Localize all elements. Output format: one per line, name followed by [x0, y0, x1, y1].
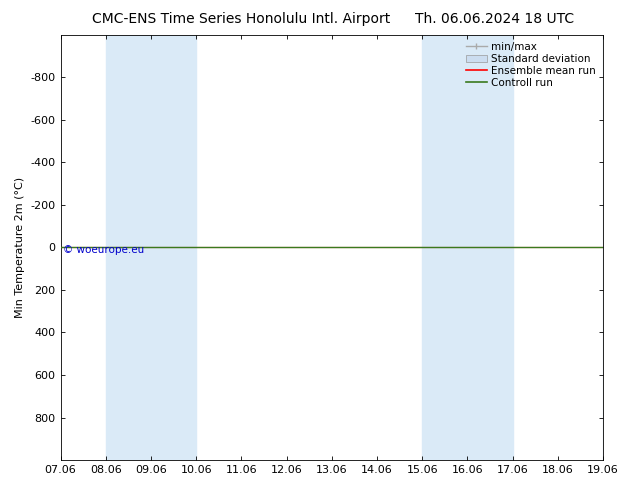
Text: Th. 06.06.2024 18 UTC: Th. 06.06.2024 18 UTC — [415, 12, 574, 26]
Bar — [467, 35, 513, 460]
Text: CMC-ENS Time Series Honolulu Intl. Airport: CMC-ENS Time Series Honolulu Intl. Airpo… — [92, 12, 390, 26]
Bar — [603, 35, 634, 460]
Bar — [151, 35, 196, 460]
Bar — [106, 35, 151, 460]
Legend: min/max, Standard deviation, Ensemble mean run, Controll run: min/max, Standard deviation, Ensemble me… — [464, 40, 598, 90]
Text: © woeurope.eu: © woeurope.eu — [63, 245, 145, 255]
Y-axis label: Min Temperature 2m (°C): Min Temperature 2m (°C) — [15, 177, 25, 318]
Bar — [422, 35, 467, 460]
